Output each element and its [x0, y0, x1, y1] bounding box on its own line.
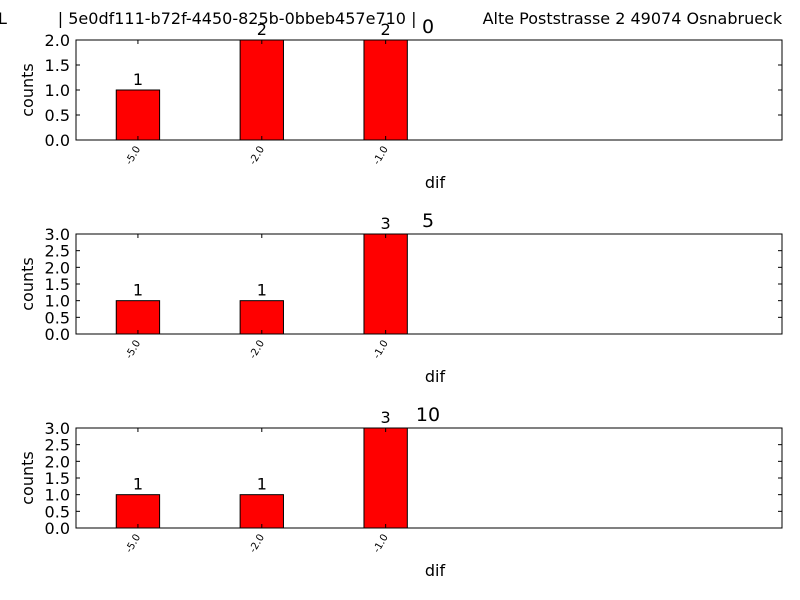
x-axis-label: dif [425, 367, 446, 386]
y-tick-label: 3.0 [45, 419, 70, 438]
y-tick-label: 1.0 [45, 292, 70, 311]
x-axis-label: dif [425, 173, 446, 192]
y-tick-label: 2.0 [45, 258, 70, 277]
bar [115, 300, 161, 335]
chart-panel-2: 1 -5.0 1 -2.0 3 -1.0 0.00.51.01.52.02.53.0 10 di… [18, 404, 783, 580]
x-tick-label: -1.0 [372, 339, 391, 361]
bar [239, 39, 284, 141]
y-tick-label: 0.0 [45, 519, 70, 538]
y-tick-label: 1.5 [45, 56, 70, 75]
bar [239, 494, 284, 529]
plot-frame [75, 39, 783, 141]
data-label: 1 [133, 281, 143, 300]
y-tick-label: 0.5 [45, 106, 70, 125]
x-axis-label: dif [425, 561, 446, 580]
chart-title: 0 [422, 16, 434, 38]
x-tick-label: -2.0 [248, 339, 267, 361]
bar [115, 89, 161, 141]
y-tick-label: 0.5 [45, 502, 70, 521]
y-tick-label: 0.5 [45, 308, 70, 327]
y-axis-label: counts [18, 257, 37, 310]
plot-frame [75, 427, 783, 529]
data-label: 3 [381, 214, 391, 233]
bar [239, 300, 284, 335]
bar [115, 494, 161, 529]
chart-panels: 1-5.02-2.02-1.00.00.51.01.52.00difcounts… [18, 16, 783, 580]
y-tick-label: 0.0 [45, 325, 70, 344]
y-tick-label: 1.5 [45, 275, 70, 294]
x-tick-label: -5.0 [124, 145, 143, 167]
y-tick-label: 3.0 [45, 225, 70, 244]
y-tick-label: 0.0 [45, 131, 70, 150]
data-label: 1 [257, 475, 267, 494]
data-label: 1 [133, 70, 143, 89]
x-tick-label: -2.0 [248, 145, 267, 167]
data-label: 2 [257, 20, 267, 39]
chart-title: 10 [416, 404, 440, 426]
chart-panel-0: 1 -5.0 2 -2.0 2 -1.0 0.0 0.5 1.0 1.5 2.0 0 dif counts [18, 16, 783, 192]
bar [363, 39, 408, 141]
data-label: 2 [381, 20, 391, 39]
y-tick-label: 1.5 [45, 469, 70, 488]
data-label: 3 [381, 408, 391, 427]
x-tick-label: -2.0 [248, 533, 267, 555]
y-tick-label: 2.0 [45, 31, 70, 50]
x-tick-label: -5.0 [124, 533, 143, 555]
y-tick-label: 2.0 [45, 452, 70, 471]
y-tick-label: 1.0 [45, 486, 70, 505]
x-tick-label: -1.0 [372, 145, 391, 167]
plot-frame [75, 233, 783, 335]
y-tick-label: 2.5 [45, 242, 70, 261]
bar [363, 427, 408, 529]
data-label: 1 [257, 281, 267, 300]
y-axis-label: counts [18, 63, 37, 116]
chart-title: 5 [422, 210, 434, 232]
y-tick-label: 1.0 [45, 81, 70, 100]
data-label: 1 [133, 475, 143, 494]
x-tick-label: -5.0 [124, 339, 143, 361]
y-axis-label: counts [18, 451, 37, 504]
header-text: L | 5e0df111-b72f-4450-825b-0bbeb457e710… [0, 9, 783, 28]
bar [363, 233, 408, 335]
x-tick-label: -1.0 [372, 533, 391, 555]
chart-panel-1: 1 -5.0 1 -2.0 3 -1.0 0.00.51.01.52.02.53.0 5 dif… [18, 210, 783, 386]
y-tick-label: 2.5 [45, 436, 70, 455]
